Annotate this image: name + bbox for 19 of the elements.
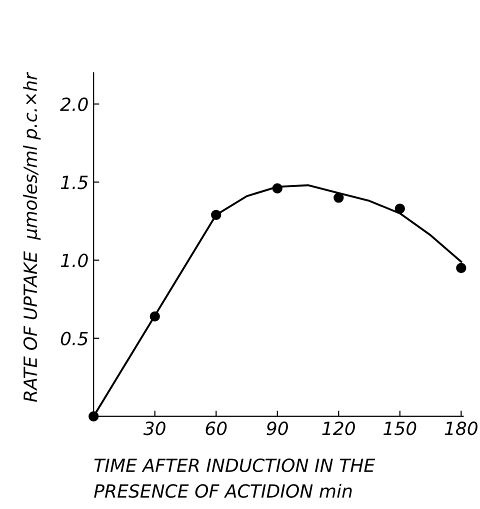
x-tick-label: 180: [444, 422, 478, 436]
y-axis-title: RATE OF UPTAKE μmoles/ml p.c.×hr: [23, 72, 41, 402]
y-tick-label: 2.0: [60, 97, 88, 112]
point: [456, 262, 466, 274]
y-tick-label: 0.5: [60, 332, 88, 346]
x-tick-label: 60: [206, 422, 227, 436]
point: [211, 210, 222, 220]
point: [88, 411, 99, 422]
y-tick-label: 1.0: [60, 254, 88, 268]
x-tick-label: 90: [266, 422, 288, 436]
x-tick-label: 150: [384, 422, 416, 436]
point: [150, 311, 160, 322]
y-tick-label: 1.5: [60, 176, 88, 190]
point: [394, 204, 405, 214]
point: [334, 192, 344, 203]
point: [272, 183, 282, 194]
x-tick-label: 30: [143, 422, 166, 436]
x-axis-title: TIME AFTER INDUCTION IN THE PRESENCE OF ACTIDION min: [94, 458, 376, 498]
x-tick-label: 120: [322, 422, 355, 436]
